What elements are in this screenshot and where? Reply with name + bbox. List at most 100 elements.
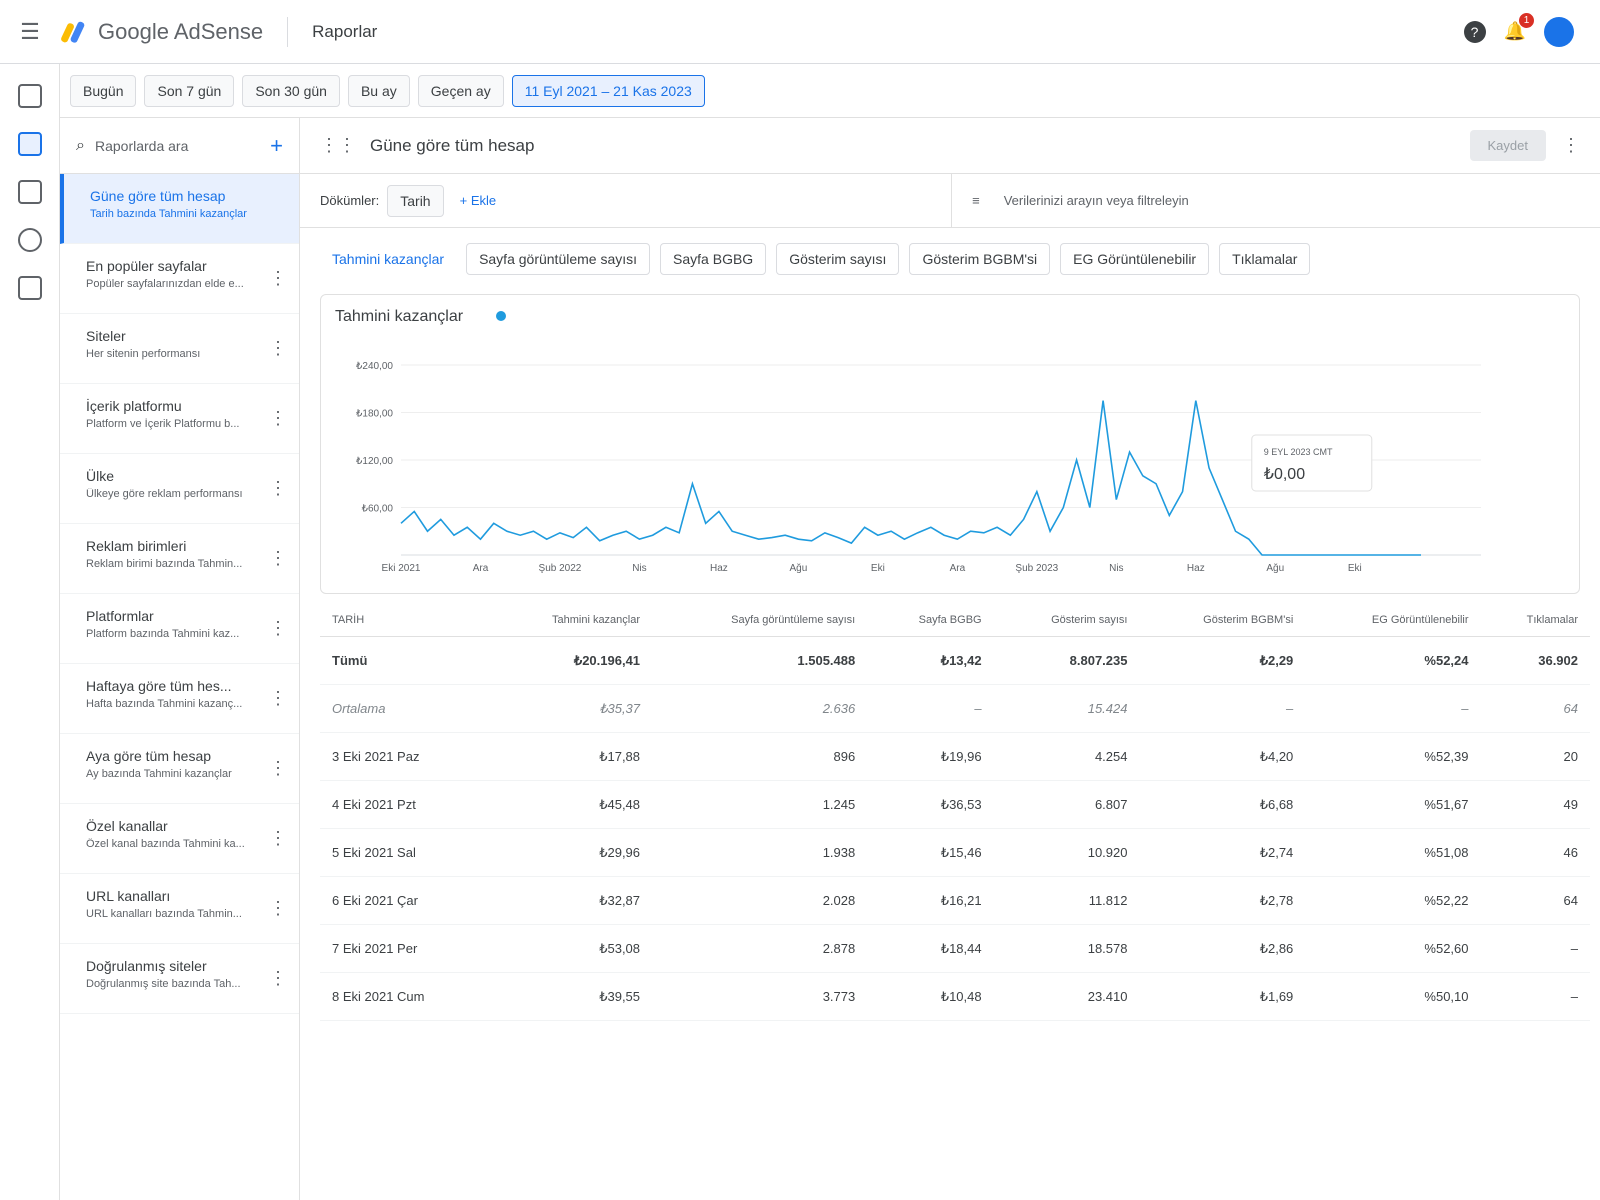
report-title: Reklam birimleri xyxy=(86,538,187,554)
add-breakdown[interactable]: + Ekle xyxy=(459,193,497,208)
menu-icon[interactable]: ☰ xyxy=(20,18,40,44)
table-cell: Ortalama xyxy=(320,684,490,733)
table-row: 6 Eki 2021 Çar ₺32,87 2.028 ₺16,21 11.812 ₺2,… xyxy=(320,876,1590,925)
report-search[interactable]: ⌕ Raporlarda ara + xyxy=(60,118,299,174)
metric-chip[interactable]: Gösterim BGBM'si xyxy=(909,243,1051,275)
table-cell: ₺19,96 xyxy=(867,732,994,781)
avatar[interactable] xyxy=(1544,16,1574,47)
divider xyxy=(287,16,289,47)
column-header[interactable]: EG Görüntülenebilir xyxy=(1305,604,1481,637)
report-item[interactable]: Haftaya göre tüm hes... Hafta bazında Tah… xyxy=(60,664,299,734)
more-menu[interactable]: ⋮ xyxy=(1562,135,1580,155)
home-icon[interactable] xyxy=(18,84,42,108)
report-title: Güne göre tüm hesap xyxy=(370,135,535,155)
report-subtitle: Doğrulanmış site bazında Tah... xyxy=(86,978,241,990)
feedback-icon[interactable] xyxy=(18,276,42,300)
tooltip-date: 9 EYL 2023 CMT xyxy=(1264,447,1333,457)
table-cell: ₺20.196,41 xyxy=(489,636,653,685)
x-tick-label: Eki 2021 xyxy=(382,563,421,574)
column-header[interactable]: Tahmini kazançlar xyxy=(489,604,653,637)
report-subtitle: Tarih bazında Tahmini kazançlar xyxy=(90,208,247,220)
breakdown-chip[interactable]: Tarih xyxy=(387,184,444,217)
table-cell: 20 xyxy=(1480,732,1590,781)
help-icon[interactable]: ? xyxy=(1463,20,1486,43)
metric-chip[interactable]: Sayfa BGBG xyxy=(660,243,767,275)
item-menu[interactable]: ⋮ xyxy=(269,338,287,358)
table-cell: – xyxy=(867,684,994,733)
add-label: Ekle xyxy=(470,193,497,208)
filter-search[interactable]: Verilerinizi arayın veya filtreleyin xyxy=(1003,193,1189,208)
metric-chip[interactable]: Tıklamalar xyxy=(1219,243,1311,275)
column-header[interactable]: Gösterim BGBM'si xyxy=(1139,604,1306,637)
settings-icon[interactable] xyxy=(18,228,42,252)
date-chip[interactable]: Son 30 gün xyxy=(242,74,340,107)
divider xyxy=(951,173,953,228)
column-header[interactable]: Tıklamalar xyxy=(1480,604,1590,637)
item-menu[interactable]: ⋮ xyxy=(269,688,287,708)
report-item[interactable]: Özel kanallar Özel kanal bazında Tahmini … xyxy=(60,804,299,874)
report-item[interactable]: İçerik platformu Platform ve İçerik Platf… xyxy=(60,384,299,454)
column-header[interactable]: Sayfa görüntüleme sayısı xyxy=(652,604,868,637)
reports: Güne göre tüm hesap Tarih bazında Tahmini… xyxy=(60,174,299,1014)
table-cell: 5 Eki 2021 Sal xyxy=(320,828,490,877)
table-cell: %52,24 xyxy=(1305,636,1481,685)
table-cell: ₺18,44 xyxy=(867,924,994,973)
report-title: Aya göre tüm hesap xyxy=(86,748,212,764)
report-item[interactable]: Güne göre tüm hesap Tarih bazında Tahmini… xyxy=(60,174,299,244)
item-menu[interactable]: ⋮ xyxy=(269,478,287,498)
top-bar: ☰ Google AdSense Raporlar ? 🔔 1 xyxy=(0,0,1600,64)
save-button[interactable]: Kaydet xyxy=(1469,130,1546,161)
table-cell: 2.878 xyxy=(652,924,868,973)
table-cell: ₺36,53 xyxy=(867,780,994,829)
report-item[interactable]: Platformlar Platform bazında Tahmini kaz.… xyxy=(60,594,299,664)
report-subtitle: Platform ve İçerik Platformu b... xyxy=(86,418,240,430)
column-header[interactable]: Sayfa BGBG xyxy=(867,604,994,637)
report-subtitle: Popüler sayfalarınızdan elde e... xyxy=(86,278,244,290)
report-title: Siteler xyxy=(86,328,126,344)
add-report[interactable]: + xyxy=(270,132,283,158)
item-menu[interactable]: ⋮ xyxy=(269,828,287,848)
metric-chip[interactable]: Gösterim sayısı xyxy=(776,243,900,275)
item-menu[interactable]: ⋮ xyxy=(269,968,287,988)
breakdown-label: Dökümler: xyxy=(320,193,380,208)
report-item[interactable]: Ülke Ülkeye göre reklam performansı ⋮ xyxy=(60,454,299,524)
report-item[interactable]: Doğrulanmış siteler Doğrulanmış site bazı… xyxy=(60,944,299,1014)
table-cell: 2.028 xyxy=(652,876,868,925)
date-chip[interactable]: Geçen ay xyxy=(417,74,504,107)
date-chip[interactable]: Bugün xyxy=(70,74,137,107)
date-chip[interactable]: Son 7 gün xyxy=(144,74,235,107)
report-item[interactable]: Reklam birimleri Reklam birimi bazında Ta… xyxy=(60,524,299,594)
table-cell: ₺6,68 xyxy=(1139,780,1306,829)
report-item[interactable]: Siteler Her sitenin performansı ⋮ xyxy=(60,314,299,384)
payments-icon[interactable] xyxy=(18,180,42,204)
metric-chip[interactable]: EG Görüntülenebilir xyxy=(1060,243,1210,275)
item-menu[interactable]: ⋮ xyxy=(269,898,287,918)
filter-icon[interactable]: ≡ xyxy=(972,193,980,208)
metric-chip[interactable]: Sayfa görüntüleme sayısı xyxy=(466,243,651,275)
x-tick-label: Şub 2022 xyxy=(539,563,582,574)
section-name: Raporlar xyxy=(312,21,378,41)
reports-icon[interactable] xyxy=(18,132,42,156)
table-cell: ₺17,88 xyxy=(489,732,653,781)
report-item[interactable]: URL kanalları URL kanalları bazında Tahmi… xyxy=(60,874,299,944)
report-subtitle: Her sitenin performansı xyxy=(86,348,201,360)
table-cell: ₺4,20 xyxy=(1139,732,1306,781)
date-chip[interactable]: Bu ay xyxy=(347,74,410,107)
table-cell: %51,67 xyxy=(1305,780,1481,829)
column-header[interactable]: Gösterim sayısı xyxy=(993,604,1140,637)
item-menu[interactable]: ⋮ xyxy=(269,548,287,568)
metric-chip[interactable]: Tahmini kazançlar xyxy=(332,251,445,267)
notifications[interactable]: 🔔 1 xyxy=(1504,13,1534,42)
item-menu[interactable]: ⋮ xyxy=(269,268,287,288)
date-chip[interactable]: 11 Eyl 2021 – 21 Kas 2023 xyxy=(511,74,705,107)
item-menu[interactable]: ⋮ xyxy=(269,758,287,778)
table-cell: 6.807 xyxy=(993,780,1140,829)
item-menu[interactable]: ⋮ xyxy=(269,408,287,428)
table-cell: 1.505.488 xyxy=(652,636,868,685)
report-item[interactable]: Aya göre tüm hesap Ay bazında Tahmini kaz… xyxy=(60,734,299,804)
column-header[interactable]: TARİH xyxy=(320,604,490,637)
search-icon: ⌕ xyxy=(76,136,85,154)
report-item[interactable]: En popüler sayfalar Popüler sayfalarınızd… xyxy=(60,244,299,314)
item-menu[interactable]: ⋮ xyxy=(269,618,287,638)
